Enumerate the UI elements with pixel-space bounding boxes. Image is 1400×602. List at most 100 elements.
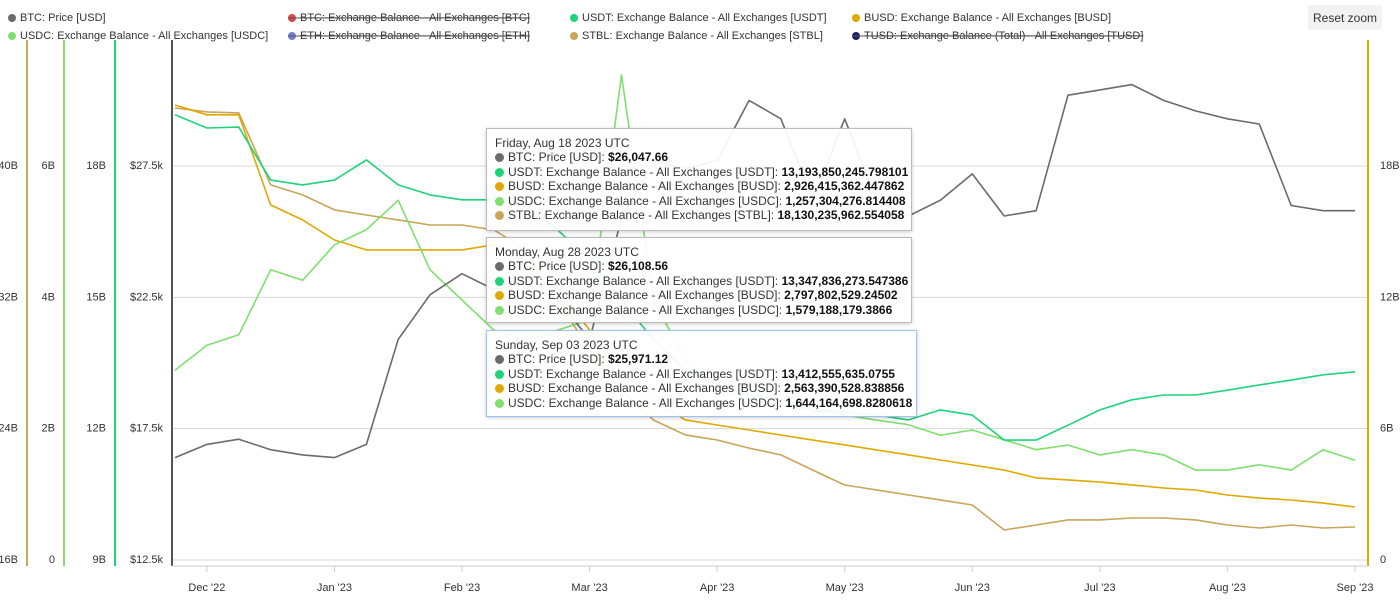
tooltip-dot [495, 398, 504, 408]
tooltip-row: BTC: Price [USD]: $26,047.66 [495, 150, 903, 164]
x-tick-label: Apr '23 [700, 582, 735, 594]
legend-item[interactable]: STBL: Exchange Balance - All Exchanges [… [570, 30, 823, 42]
legend-marker [570, 32, 578, 40]
y-tick-label: 9B [93, 554, 106, 566]
tooltip-dot [495, 276, 504, 286]
tooltip-value: $25,971.12 [608, 352, 669, 367]
legend-label: USDT: Exchange Balance - All Exchanges [… [582, 12, 827, 24]
tooltip-label: BUSD: Exchange Balance - All Exchanges [… [508, 381, 781, 396]
tooltip-label: USDC: Exchange Balance - All Exchanges [… [508, 302, 783, 317]
tooltip-value: 2,563,390,528.838856 [784, 381, 905, 396]
y-tick-label: $17.5k [130, 423, 164, 435]
y-tick-label: $22.5k [130, 291, 164, 303]
tooltip-dot [495, 369, 504, 379]
legend-marker [8, 32, 16, 40]
x-tick-label: Mar '23 [571, 582, 607, 594]
tooltip-dot [495, 182, 504, 192]
tooltip-value: 1,579,188,179.3866 [785, 302, 893, 317]
y-tick-label: 6B [42, 160, 55, 172]
y-tick-label: 16B [0, 554, 18, 566]
tooltip-date: Monday, Aug 28 2023 UTC [495, 245, 639, 259]
legend-item[interactable]: TUSD: Exchange Balance (Total) - All Exc… [852, 30, 1144, 42]
x-tick-label: Aug '23 [1209, 582, 1246, 594]
tooltip-value: 2,926,415,362.447862 [784, 179, 905, 194]
y-tick-label: 40B [0, 160, 18, 172]
tooltip-date: Friday, Aug 18 2023 UTC [495, 136, 630, 150]
tooltip-row: USDT: Exchange Balance - All Exchanges [… [495, 164, 908, 179]
series-line [174, 107, 1356, 531]
tooltip-label: USDC: Exchange Balance - All Exchanges [… [508, 395, 783, 410]
x-tick-label: Jan '23 [317, 582, 352, 594]
y-tick-label: 2B [42, 423, 55, 435]
legend-item[interactable]: USDT: Exchange Balance - All Exchanges [… [570, 12, 827, 24]
tooltip-dot [495, 355, 504, 365]
tooltip-value: $26,047.66 [608, 150, 669, 165]
tooltip-row: USDT: Exchange Balance - All Exchanges [… [495, 273, 908, 288]
tooltip-dot [495, 384, 504, 394]
legend-label: USDC: Exchange Balance - All Exchanges [… [20, 30, 268, 42]
y-tick-label: 24B [0, 423, 18, 435]
tooltip-value: 13,347,836,273.547386 [781, 273, 909, 288]
y-tick-label: $12.5k [130, 554, 164, 566]
tooltip-dot [495, 305, 504, 315]
tooltip-label: BUSD: Exchange Balance - All Exchanges [… [508, 179, 781, 194]
tooltip-dot [495, 167, 504, 177]
tooltip-label: STBL: Exchange Balance - All Exchanges [… [508, 208, 775, 223]
legend-label: BTC: Price [USD] [20, 12, 106, 24]
series-line [174, 104, 1356, 508]
tooltip-row: USDC: Exchange Balance - All Exchanges [… [495, 395, 912, 410]
tooltip-label: USDT: Exchange Balance - All Exchanges [… [508, 164, 779, 179]
tooltip-row: USDC: Exchange Balance - All Exchanges [… [495, 193, 906, 208]
y-tick-label: $27.5k [130, 160, 164, 172]
y-tick-label: 18B [86, 160, 106, 172]
tooltip-label: BTC: Price [USD]: [508, 352, 605, 367]
tooltip-label: USDT: Exchange Balance - All Exchanges [… [508, 366, 779, 381]
legend-label: STBL: Exchange Balance - All Exchanges [… [582, 30, 823, 42]
tooltip-dot [495, 196, 504, 206]
tooltip-label: BTC: Price [USD]: [508, 259, 605, 274]
tooltip: Monday, Aug 28 2023 UTC BTC: Price [USD]:… [486, 237, 912, 323]
tooltip-value: 13,193,850,245.798101 [781, 164, 909, 179]
x-tick-label: Sep '23 [1337, 582, 1374, 594]
y-tick-label: 0 [1380, 554, 1386, 566]
tooltip-value: 1,257,304,276.814408 [785, 193, 906, 208]
tooltip-dot [495, 262, 504, 272]
y-tick-label: 0 [49, 554, 55, 566]
tooltip-row: USDT: Exchange Balance - All Exchanges [… [495, 367, 908, 381]
tooltip-dot [495, 291, 504, 301]
tooltip-value: 13,412,555,635.0755 [781, 366, 895, 381]
reset-zoom-button[interactable]: Reset zoom [1308, 5, 1382, 30]
tooltip-row: BTC: Price [USD]: $26,108.56 [495, 259, 903, 273]
tooltip-label: USDC: Exchange Balance - All Exchanges [… [508, 193, 783, 208]
x-tick-label: May '23 [826, 582, 864, 594]
tooltip-value: $26,108.56 [608, 259, 669, 274]
tooltip-value: 2,797,802,529.24502 [784, 288, 898, 303]
legend-label: BUSD: Exchange Balance - All Exchanges [… [864, 12, 1111, 24]
legend-item[interactable]: BTC: Exchange Balance - All Exchanges [B… [288, 12, 530, 24]
x-tick-label: Feb '23 [444, 582, 480, 594]
tooltip-date: Sunday, Sep 03 2023 UTC [495, 338, 638, 352]
tooltip-label: USDT: Exchange Balance - All Exchanges [… [508, 273, 779, 288]
tooltip: Friday, Aug 18 2023 UTC BTC: Price [USD]:… [486, 128, 912, 231]
tooltip: Sunday, Sep 03 2023 UTC BTC: Price [USD]:… [486, 330, 917, 417]
x-tick-label: Jun '23 [955, 582, 990, 594]
y-tick-label: 12B [1380, 291, 1400, 303]
tooltip-dot [495, 211, 504, 221]
legend-item[interactable]: ETH: Exchange Balance - All Exchanges [E… [288, 30, 530, 42]
series-line [174, 83, 1355, 459]
tooltip-row: STBL: Exchange Balance - All Exchanges [… [495, 208, 905, 223]
y-tick-label: 6B [1380, 423, 1393, 435]
legend-item[interactable]: USDC: Exchange Balance - All Exchanges [… [8, 30, 268, 42]
y-tick-label: 12B [86, 423, 106, 435]
y-tick-label: 32B [0, 291, 18, 303]
legend-marker [570, 14, 578, 22]
tooltip-label: BTC: Price [USD]: [508, 150, 605, 165]
tooltip-dot [495, 153, 504, 163]
tooltip-value: 18,130,235,962.554058 [777, 208, 905, 223]
y-tick-label: 18B [1380, 160, 1400, 172]
legend-item[interactable]: BUSD: Exchange Balance - All Exchanges [… [852, 12, 1111, 24]
tooltip-row: BUSD: Exchange Balance - All Exchanges [… [495, 288, 903, 302]
legend-item[interactable]: BTC: Price [USD] [8, 12, 106, 24]
